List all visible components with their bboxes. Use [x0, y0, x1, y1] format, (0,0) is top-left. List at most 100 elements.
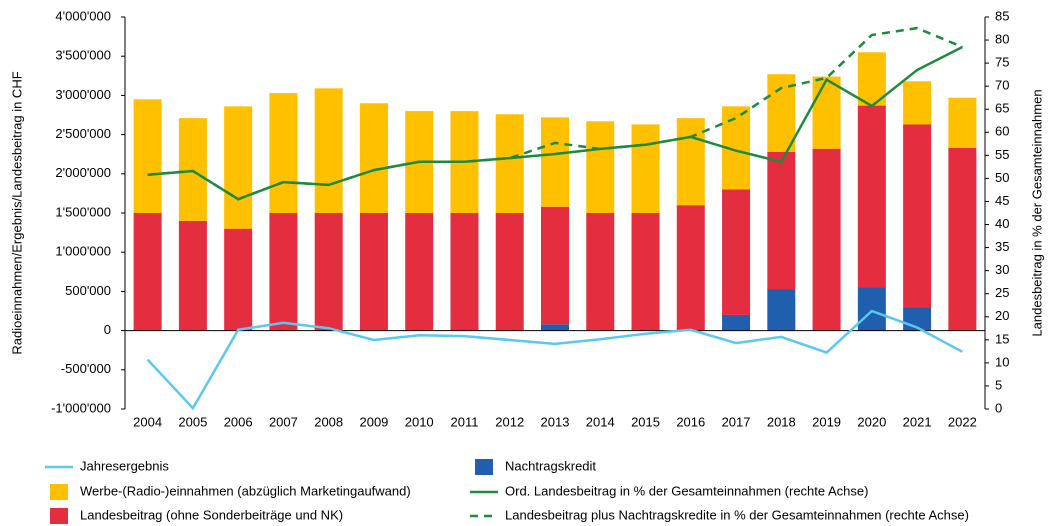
y2-tick-label: 70 [995, 78, 1009, 93]
legend-label: Ord. Landesbeitrag in % der Gesamteinnah… [505, 483, 868, 498]
x-tick-label: 2020 [857, 414, 886, 429]
y2-tick-label: 45 [995, 193, 1009, 208]
x-tick-label: 2013 [541, 414, 570, 429]
x-tick-label: 2021 [903, 414, 932, 429]
y2-tick-label: 75 [995, 55, 1009, 70]
bar [224, 228, 253, 331]
bar [812, 76, 841, 149]
bar [133, 213, 162, 331]
y2-axis-label: Landesbeitrag in % der Gesamteinnahmen [1029, 89, 1044, 336]
legend-label: Werbe-(Radio-)einnahmen (abzüglich Marke… [80, 483, 411, 498]
y2-tick-label: 65 [995, 101, 1009, 116]
bar [676, 205, 705, 331]
y2-tick-label: 15 [995, 331, 1009, 346]
bar [631, 124, 660, 213]
x-tick-label: 2012 [495, 414, 524, 429]
x-tick-label: 2005 [178, 414, 207, 429]
bar [903, 81, 932, 125]
bar [541, 117, 569, 207]
bar [314, 88, 343, 213]
x-tick-label: 2008 [314, 414, 343, 429]
bar [359, 103, 388, 213]
legend-label: Landesbeitrag plus Nachtragskredite in %… [505, 507, 969, 522]
x-tick-label: 2016 [676, 414, 705, 429]
bar [857, 105, 886, 288]
y-tick-label: 3'000'000 [55, 87, 111, 102]
bar [586, 213, 615, 331]
bar [495, 213, 524, 331]
x-tick-label: 2018 [767, 414, 796, 429]
y-axis-label: Radioeinnahmen/Ergebnis/Landesbeitrag in… [9, 71, 24, 354]
x-tick-label: 2022 [948, 414, 977, 429]
bar [948, 147, 977, 331]
y2-tick-label: 85 [995, 8, 1009, 23]
bar [722, 314, 751, 331]
legend-swatch [50, 484, 68, 500]
x-tick-label: 2019 [812, 414, 841, 429]
bar [948, 97, 977, 148]
bar [631, 213, 660, 331]
legend-label: Nachtragskredit [505, 458, 596, 473]
bar [269, 213, 298, 331]
line [147, 26, 963, 201]
legend-swatch [475, 459, 493, 475]
bar [224, 106, 253, 229]
y2-tick-label: 10 [995, 354, 1009, 369]
bar [541, 206, 569, 325]
x-tick-label: 2015 [631, 414, 660, 429]
x-tick-label: 2004 [133, 414, 162, 429]
y2-tick-label: 55 [995, 147, 1009, 162]
bar [178, 118, 207, 221]
legend-label: Landesbeitrag (ohne Sonderbeiträge und N… [80, 507, 343, 522]
y2-tick-label: 80 [995, 31, 1009, 46]
y-tick-label: 1'500'000 [55, 204, 111, 219]
y2-tick-label: 25 [995, 285, 1009, 300]
bar [903, 124, 932, 308]
bar [450, 213, 479, 331]
y-tick-label: 4'000'000 [55, 8, 111, 23]
bar [676, 118, 705, 206]
legend-swatch [50, 508, 68, 524]
y2-tick-label: 60 [995, 124, 1009, 139]
x-tick-label: 2010 [405, 414, 434, 429]
bar [495, 114, 524, 213]
bar [314, 213, 343, 331]
bar [857, 287, 886, 331]
y2-tick-label: 20 [995, 308, 1009, 323]
bar [857, 52, 886, 106]
x-tick-label: 2014 [586, 414, 615, 429]
bar [586, 121, 615, 213]
bar [541, 324, 569, 331]
bar [767, 151, 796, 290]
y-tick-label: 1'000'000 [55, 244, 111, 259]
y-tick-label: 3'500'000 [55, 48, 111, 63]
x-tick-label: 2006 [224, 414, 253, 429]
y-tick-label: 0 [104, 322, 111, 337]
y2-tick-label: 40 [995, 216, 1009, 231]
x-tick-label: 2011 [450, 414, 478, 429]
bar [133, 99, 162, 213]
x-tick-label: 2007 [269, 414, 298, 429]
legend-label: Jahresergebnis [80, 458, 169, 473]
bar [405, 213, 434, 331]
y2-tick-label: 50 [995, 170, 1009, 185]
x-tick-label: 2017 [722, 414, 751, 429]
bar [269, 93, 298, 213]
y2-tick-label: 5 [995, 377, 1002, 392]
y-tick-label: 2'000'000 [55, 165, 111, 180]
y2-tick-label: 30 [995, 262, 1009, 277]
bar [722, 189, 751, 315]
y-tick-label: 500'000 [65, 283, 111, 298]
y-tick-label: -1'000'000 [51, 400, 111, 415]
bar [178, 220, 207, 331]
y-tick-label: -500'000 [61, 361, 111, 376]
line [146, 309, 963, 411]
y2-tick-label: 0 [995, 400, 1002, 415]
bar [359, 213, 388, 331]
x-tick-label: 2009 [359, 414, 388, 429]
y-tick-label: 2'500'000 [55, 126, 111, 141]
y2-tick-label: 35 [995, 239, 1009, 254]
bar [812, 148, 841, 331]
bar [767, 289, 796, 331]
